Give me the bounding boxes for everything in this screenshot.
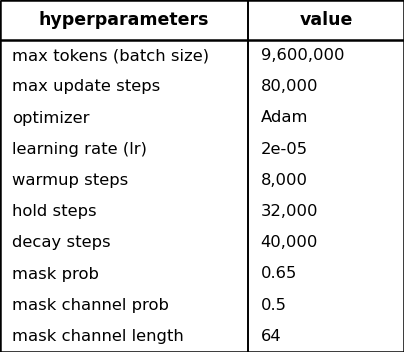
Text: mask channel length: mask channel length [12,329,184,344]
Text: max tokens (batch size): max tokens (batch size) [12,48,209,63]
Text: decay steps: decay steps [12,235,111,250]
Text: mask channel prob: mask channel prob [12,298,169,313]
Text: max update steps: max update steps [12,79,160,94]
Text: optimizer: optimizer [12,111,90,126]
Text: 0.65: 0.65 [261,266,297,282]
Text: 0.5: 0.5 [261,298,286,313]
Text: mask prob: mask prob [12,266,99,282]
Text: 8,000: 8,000 [261,173,307,188]
Text: value: value [299,11,353,29]
Text: Adam: Adam [261,111,308,126]
Text: learning rate (lr): learning rate (lr) [12,142,147,157]
Text: 80,000: 80,000 [261,79,318,94]
Text: 40,000: 40,000 [261,235,318,250]
Text: hold steps: hold steps [12,204,97,219]
Text: 9,600,000: 9,600,000 [261,48,344,63]
Text: 64: 64 [261,329,281,344]
Text: 2e-05: 2e-05 [261,142,308,157]
Text: hyperparameters: hyperparameters [39,11,210,29]
Text: warmup steps: warmup steps [12,173,128,188]
Text: 32,000: 32,000 [261,204,318,219]
